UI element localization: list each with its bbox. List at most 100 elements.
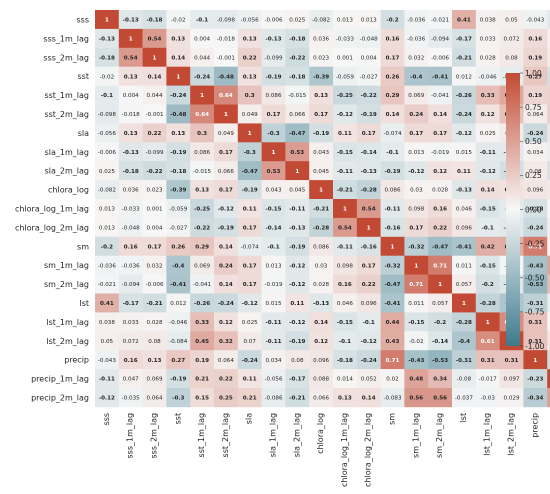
heatmap-cell [285, 331, 310, 351]
heatmap-cell [380, 331, 405, 351]
heatmap-cell-label: 0.13 [314, 93, 328, 99]
heatmap-cell [547, 331, 550, 351]
heatmap-cell-label: 0.08 [505, 55, 518, 61]
heatmap-cell [309, 236, 334, 256]
heatmap-cell-label: -0.11 [265, 320, 281, 326]
heatmap-cell-label: -0.23 [527, 377, 543, 383]
heatmap-cell-label: 0.086 [265, 93, 281, 99]
heatmap-cell [523, 123, 548, 143]
heatmap-cell [356, 255, 381, 275]
heatmap-cell [237, 331, 262, 351]
heatmap-cell-label: -0.1 [386, 150, 398, 156]
heatmap-cell [214, 142, 239, 162]
heatmap-cell-label: -0.19 [289, 339, 305, 345]
heatmap-cell [356, 388, 381, 408]
heatmap-cell-label: -0.036 [98, 263, 116, 269]
heatmap-cell [95, 350, 120, 370]
heatmap-cell [237, 255, 262, 275]
heatmap-cell [523, 312, 548, 332]
heatmap-cell [428, 85, 453, 105]
heatmap-cell [333, 293, 358, 313]
heatmap-cell-label: 0.11 [457, 169, 471, 175]
heatmap-cell-label: -0.18 [146, 18, 162, 24]
heatmap-cell [309, 85, 334, 105]
heatmap-cell-label: 0.13 [171, 36, 185, 42]
heatmap-cell [118, 331, 143, 351]
heatmap-cell [499, 47, 524, 67]
column-label: lst_1m_lag [483, 413, 492, 456]
heatmap-cell [547, 312, 550, 332]
heatmap-cell-label: -0.24 [194, 74, 210, 80]
heatmap-cell-label: 0.45 [195, 339, 209, 345]
heatmap-cell-label: -0.084 [169, 339, 187, 345]
heatmap-cell-label: 0.013 [99, 207, 115, 213]
heatmap-cell-label: 0.044 [146, 93, 162, 99]
heatmap-cell-label: 0.22 [362, 282, 376, 288]
heatmap-cell-label: -0.059 [336, 74, 354, 80]
heatmap-cell [380, 47, 405, 67]
heatmap-cell-label: -0.046 [479, 74, 497, 80]
heatmap-cell [547, 104, 550, 124]
heatmap-cell-label: 0.54 [124, 55, 138, 61]
heatmap-cell-label: 0.047 [123, 377, 139, 383]
heatmap-cell [333, 236, 358, 256]
heatmap-cell [214, 236, 239, 256]
heatmap-cell-label: 0.21 [243, 396, 257, 402]
heatmap-cell [475, 350, 500, 370]
heatmap-cell-label: 1 [105, 18, 109, 24]
heatmap-cell [285, 123, 310, 143]
heatmap-cell-label: -0.53 [527, 282, 543, 288]
heatmap-cell [475, 104, 500, 124]
heatmap-cell [333, 331, 358, 351]
heatmap-cell [142, 217, 167, 238]
heatmap-cell [237, 350, 262, 370]
heatmap-cell [166, 350, 191, 370]
heatmap-cell-label: -0.41 [432, 74, 448, 80]
heatmap-cell [166, 217, 191, 238]
heatmap-cell-label: -0.046 [169, 320, 187, 326]
heatmap-cell [285, 274, 310, 294]
heatmap-cell [428, 199, 453, 219]
heatmap-cell-label: 0.19 [528, 55, 542, 61]
heatmap-cell [285, 180, 310, 200]
heatmap-cell-label: 0.71 [433, 263, 447, 269]
heatmap-cell [190, 312, 215, 332]
heatmap-cell [118, 350, 143, 370]
heatmap-cell [404, 369, 429, 389]
heatmap-cell [333, 142, 358, 162]
heatmap-cell-label: 0.064 [146, 396, 162, 402]
heatmap-cell [452, 331, 477, 351]
heatmap-cell-label: 0.17 [409, 225, 423, 231]
heatmap-cell [428, 66, 453, 86]
heatmap-cell [261, 161, 286, 181]
heatmap-cell-label: 0.13 [171, 131, 185, 137]
heatmap-cell [475, 28, 500, 49]
heatmap-cell [452, 312, 477, 332]
heatmap-cell [118, 161, 143, 181]
heatmap-cell [142, 28, 167, 49]
heatmap-cell-label: -0.13 [313, 301, 329, 307]
heatmap-cell-label: 0.098 [337, 263, 353, 269]
heatmap-cell [285, 217, 310, 238]
heatmap-cell-label: -0.11 [99, 377, 115, 383]
heatmap-cell-label: 0.31 [505, 358, 519, 364]
heatmap-cell-label: -0.13 [289, 225, 305, 231]
heatmap-cell-label: -0.11 [480, 150, 496, 156]
heatmap-cell-label: -0.018 [122, 112, 140, 118]
heatmap-cell [452, 255, 477, 275]
heatmap-cell [356, 274, 381, 294]
heatmap-cell-label: -0.21 [337, 188, 353, 194]
heatmap-cell-label: -0.015 [288, 93, 306, 99]
heatmap-cell [333, 369, 358, 389]
heatmap-cell [237, 104, 262, 124]
heatmap-cell [190, 388, 215, 408]
heatmap-cell [214, 274, 239, 294]
heatmap-cell [404, 47, 429, 67]
heatmap-cell [166, 293, 191, 313]
heatmap-cell-label: -0.037 [455, 396, 473, 402]
heatmap-cell-label: 0.032 [408, 55, 424, 61]
heatmap-cell-label: 0.16 [124, 358, 138, 364]
heatmap-cell-label: 0.02 [386, 377, 398, 383]
heatmap-cell [142, 369, 167, 389]
